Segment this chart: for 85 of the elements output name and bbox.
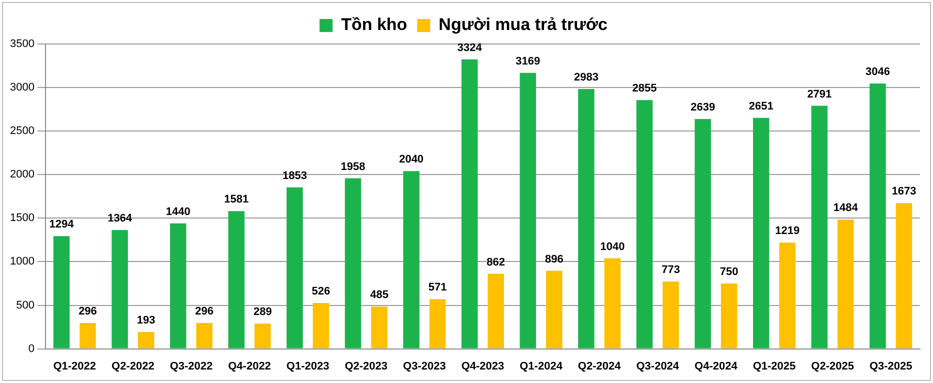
- bar: [896, 203, 912, 348]
- bar: [662, 281, 679, 348]
- bar: [720, 283, 738, 348]
- x-tick-label: Q1-2022: [53, 360, 96, 372]
- data-label: 1294: [49, 218, 75, 231]
- bar: [112, 230, 128, 348]
- legend-label: Người mua trả trước: [438, 15, 608, 34]
- x-tick-label: Q4-2022: [228, 360, 271, 372]
- bar: [838, 220, 854, 348]
- bar: [461, 59, 478, 348]
- data-label: 2791: [807, 88, 832, 100]
- bar: [170, 223, 186, 348]
- data-label: 2855: [632, 82, 657, 95]
- data-label: 2983: [574, 72, 598, 84]
- x-tick-label: Q2-2023: [344, 360, 388, 372]
- x-tick-label: Q2-2025: [811, 360, 854, 372]
- data-label: 2651: [748, 100, 774, 112]
- x-tick-label: Q2-2024: [578, 360, 622, 372]
- bar: [254, 324, 271, 348]
- data-label: 1219: [775, 225, 800, 238]
- bar: [694, 118, 711, 348]
- bar: [371, 306, 388, 348]
- bar: [403, 171, 420, 348]
- y-tick-label: 1500: [10, 212, 34, 224]
- x-tick-label: Q3-2023: [403, 360, 446, 372]
- bar: [53, 236, 70, 348]
- bar: [636, 100, 653, 348]
- bar: [80, 323, 96, 348]
- data-label: 296: [195, 306, 214, 318]
- x-tick-label: Q4-2024: [694, 360, 738, 372]
- data-label: 1440: [166, 206, 190, 218]
- y-tick-label: 3500: [10, 38, 34, 50]
- data-label: 862: [486, 256, 506, 268]
- bar: [286, 187, 303, 348]
- bar: [546, 270, 562, 348]
- y-tick-label: 2000: [10, 168, 34, 181]
- data-label: 1364: [108, 212, 133, 225]
- bar: [870, 84, 886, 348]
- bar: [752, 118, 770, 348]
- bar: [228, 211, 245, 348]
- data-label: 1040: [600, 240, 625, 253]
- bar: [196, 323, 212, 348]
- x-tick-label: Q3-2022: [170, 360, 213, 372]
- data-label: 1484: [833, 202, 859, 214]
- data-label: 526: [312, 286, 330, 298]
- data-label: 3324: [457, 42, 483, 54]
- data-label: 296: [78, 306, 97, 318]
- data-label: 2040: [399, 154, 424, 166]
- bar: [578, 89, 594, 348]
- x-tick-label: Q1-2023: [286, 360, 330, 372]
- data-label: 3046: [865, 66, 890, 78]
- bar: [520, 72, 536, 348]
- data-label: 193: [136, 314, 156, 327]
- bar: [811, 106, 828, 348]
- y-tick-label: 1000: [10, 256, 34, 268]
- data-label: 289: [253, 306, 272, 318]
- x-tick-label: Q2-2022: [112, 360, 154, 372]
- data-label: 750: [720, 266, 738, 278]
- x-tick-label: Q4-2023: [461, 360, 504, 372]
- data-label: 896: [544, 253, 564, 266]
- y-tick-label: 3000: [10, 82, 34, 94]
- x-tick-label: Q3-2025: [869, 360, 912, 372]
- bar: [138, 332, 154, 348]
- data-label: 1958: [340, 160, 366, 173]
- bar: [488, 274, 504, 348]
- bar: [604, 258, 621, 348]
- data-label: 1853: [282, 170, 307, 182]
- data-label: 571: [428, 282, 447, 294]
- data-label: 485: [370, 289, 388, 302]
- data-label: 1581: [224, 194, 249, 206]
- y-tick-label: 2500: [10, 125, 34, 138]
- y-tick-label: 0: [28, 342, 34, 355]
- x-tick-label: Q1-2024: [520, 360, 564, 372]
- bar: [344, 178, 362, 348]
- data-label: 3169: [516, 55, 540, 68]
- x-tick-label: Q1-2025: [752, 360, 796, 372]
- x-tick-label: Q3-2024: [636, 360, 680, 372]
- bar: [429, 299, 446, 348]
- data-label: 2639: [690, 102, 716, 114]
- data-label: 773: [662, 264, 680, 276]
- bar: [779, 242, 796, 348]
- bar: [312, 302, 330, 348]
- legend-label: Tồn kho: [341, 15, 408, 34]
- y-tick-label: 500: [16, 299, 34, 312]
- data-label: 1673: [892, 186, 916, 198]
